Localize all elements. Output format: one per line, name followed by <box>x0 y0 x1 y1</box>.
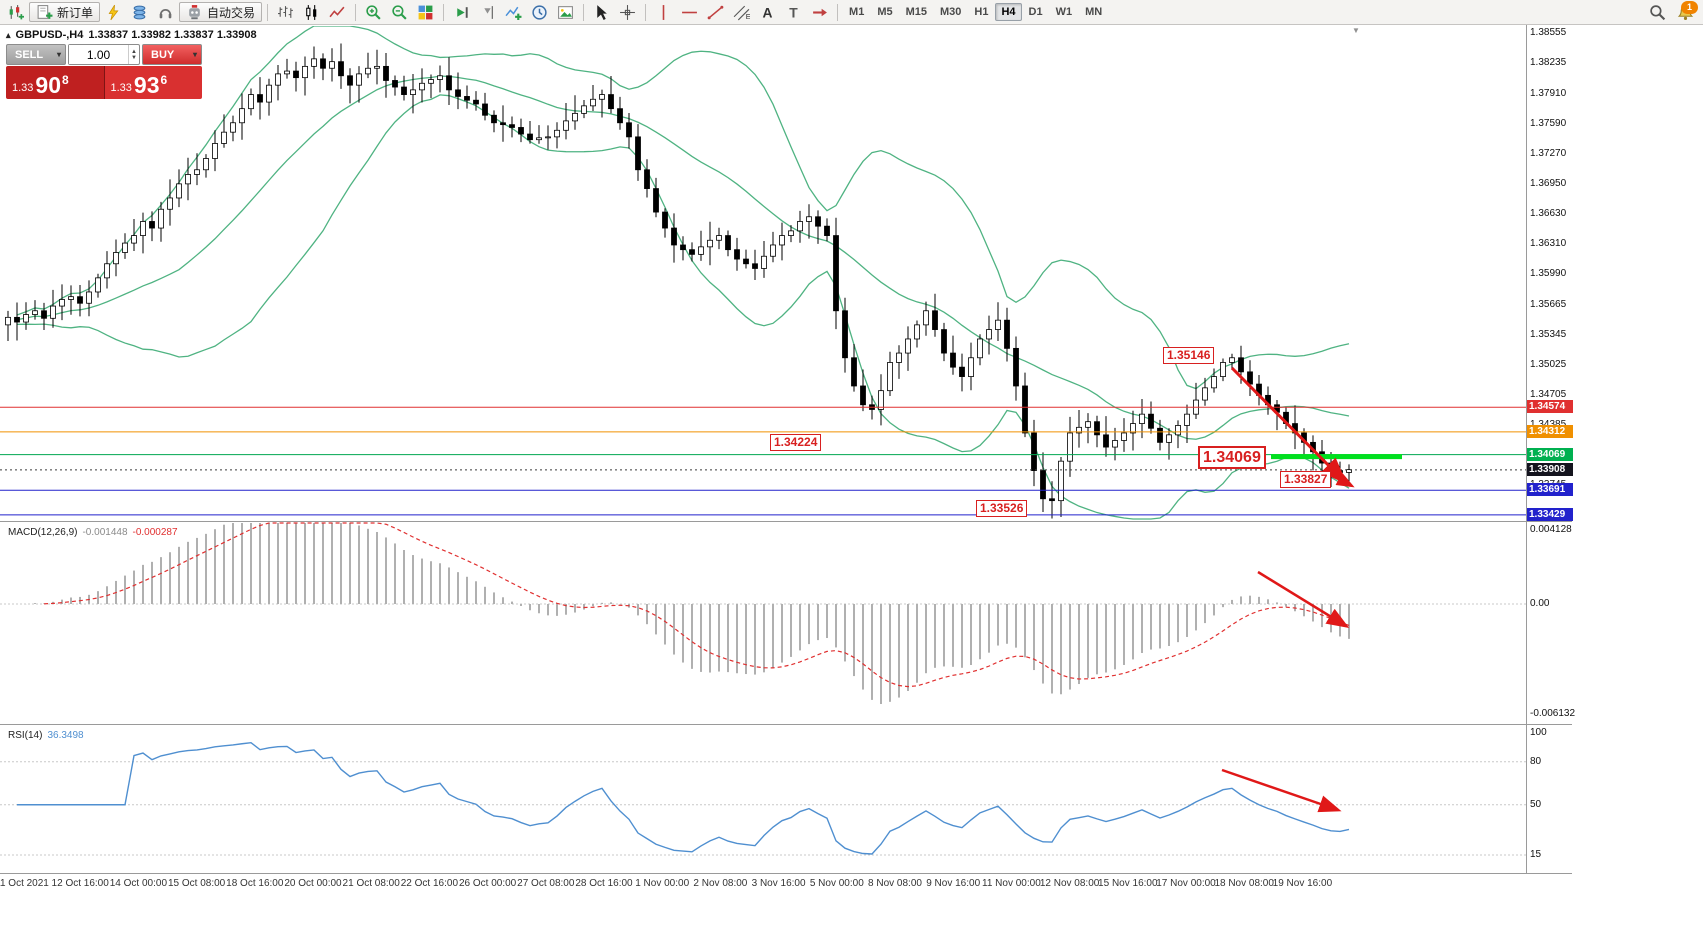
candlestick-chart-icon[interactable] <box>299 1 324 24</box>
horizontal-line-icon[interactable] <box>677 1 702 24</box>
toolbar-left-group: 新订单 自动交易 <box>3 1 842 24</box>
sell-dropdown-icon[interactable]: ▾ <box>56 50 61 59</box>
candles <box>5 43 1352 519</box>
trend-arrow-macd[interactable] <box>1257 570 1350 628</box>
toolbar-separator <box>645 3 647 21</box>
arrows-tool-icon[interactable] <box>807 1 832 24</box>
trend-arrow-main[interactable] <box>1327 472 1355 488</box>
buy-button[interactable]: BUY ▾ <box>142 44 202 65</box>
zoom-in-icon[interactable] <box>361 1 386 24</box>
one-click-trading-panel: SELL ▾ ▲▼ BUY ▾ 1.33 90 8 1.33 93 6 <box>6 44 202 99</box>
chart-canvas[interactable] <box>0 0 1572 946</box>
ohlc-values: 1.33837 1.33982 1.33837 1.33908 <box>88 29 257 41</box>
buy-price-prefix: 1.33 <box>110 82 132 94</box>
periods-icon[interactable] <box>527 1 552 24</box>
autotrading-button[interactable]: 自动交易 <box>179 2 263 22</box>
macd-signal-line <box>43 522 1350 688</box>
trend-arrow-main[interactable] <box>1230 366 1348 485</box>
bolt-icon[interactable] <box>101 1 126 24</box>
line-chart-icon[interactable] <box>325 1 350 24</box>
volume-input[interactable] <box>69 45 129 64</box>
timeframe-m30[interactable]: M30 <box>940 6 962 18</box>
support-icon[interactable] <box>153 1 178 24</box>
bollinger-upper-band <box>16 26 1350 390</box>
pane-separator-macd-rsi[interactable] <box>0 724 1572 725</box>
chart-shift-icon[interactable] <box>475 1 500 24</box>
macd-main-value: -0.001448 <box>82 527 128 538</box>
text-label-icon[interactable] <box>781 1 806 24</box>
pane-separator-main-macd[interactable] <box>0 521 1572 522</box>
sell-price[interactable]: 1.33 90 8 <box>6 66 105 99</box>
text-tool-icon[interactable] <box>755 1 780 24</box>
toolbar-separator <box>837 3 839 21</box>
pane-separator-bottom <box>0 873 1572 874</box>
chart-shift-marker[interactable]: ▼ <box>1352 26 1360 35</box>
rsi-value: 36.3498 <box>47 730 84 741</box>
cursor-icon[interactable] <box>589 1 614 24</box>
rsi-name: RSI(14) <box>8 730 43 741</box>
rsi-line <box>17 742 1350 855</box>
macd-indicator-label: MACD(12,26,9) -0.001448 -0.000287 <box>8 527 178 538</box>
sell-price-prefix: 1.33 <box>12 82 34 94</box>
equidistant-channel-icon[interactable] <box>729 1 754 24</box>
trend-arrow-rsi[interactable] <box>1221 768 1342 813</box>
timeframe-group: M1 M5 M15 M30 H1 H4 D1 W1 MN <box>843 3 1108 21</box>
templates-icon[interactable] <box>553 1 578 24</box>
trendline-icon[interactable] <box>703 1 728 24</box>
macd-pane <box>0 522 1526 705</box>
toolbar: 新订单 自动交易 M1 M5 M15 M30 H1 H4 D1 W1 MN 1 <box>0 0 1703 25</box>
buy-dropdown-icon[interactable]: ▾ <box>192 50 197 59</box>
sell-price-sup: 8 <box>62 73 69 87</box>
vertical-line-icon[interactable] <box>651 1 676 24</box>
sell-button-label: SELL <box>15 48 44 61</box>
toolbar-separator <box>355 3 357 21</box>
new-order-button[interactable]: 新订单 <box>29 2 101 22</box>
toolbar-separator <box>443 3 445 21</box>
symbol-name: GBPUSD-,H4 <box>15 29 84 41</box>
buy-price-big: 93 <box>133 72 160 98</box>
search-icon[interactable] <box>1645 1 1670 24</box>
rsi-indicator-label: RSI(14) 36.3498 <box>8 730 84 741</box>
crosshair-icon[interactable] <box>615 1 640 24</box>
timeframe-m1[interactable]: M1 <box>849 6 865 18</box>
toolbar-separator <box>267 3 269 21</box>
price-axis-border[interactable] <box>1526 25 1527 874</box>
toolbar-right-group: 1 <box>1645 0 1700 24</box>
timeframe-h4[interactable]: H4 <box>995 3 1022 21</box>
one-click-toggle-icon[interactable]: ▴ <box>6 29 11 40</box>
auto-scroll-icon[interactable] <box>449 1 474 24</box>
buy-button-label: BUY <box>151 48 175 61</box>
new-chart-icon[interactable] <box>3 1 28 24</box>
macd-name: MACD(12,26,9) <box>8 527 78 538</box>
bollinger-middle-band <box>16 75 1350 440</box>
timeframe-m5[interactable]: M5 <box>877 6 893 18</box>
volume-spinner[interactable]: ▲ ▼ <box>128 45 139 64</box>
alerts-icon[interactable]: 1 <box>1674 0 1698 23</box>
main-pane <box>5 26 1352 520</box>
buy-price[interactable]: 1.33 93 6 <box>104 66 202 99</box>
timeframe-mn[interactable]: MN <box>1085 6 1103 18</box>
tile-windows-icon[interactable] <box>413 1 438 24</box>
timeframe-m15[interactable]: M15 <box>905 6 927 18</box>
chart-ohlc-header: ▴ GBPUSD-,H4 1.33837 1.33982 1.33837 1.3… <box>6 29 257 41</box>
zoom-out-icon[interactable] <box>387 1 412 24</box>
timeframe-h1[interactable]: H1 <box>974 6 989 18</box>
indicators-icon[interactable] <box>501 1 526 24</box>
buy-price-sup: 6 <box>160 73 168 87</box>
market-watch-icon[interactable] <box>127 1 152 24</box>
notification-badge: 1 <box>1681 0 1698 14</box>
toolbar-separator <box>583 3 585 21</box>
bar-chart-icon[interactable] <box>273 1 298 24</box>
macd-signal-value: -0.000287 <box>132 527 178 538</box>
macd-histogram <box>25 523 1350 705</box>
sell-price-big: 90 <box>35 72 62 98</box>
sell-button[interactable]: SELL ▾ <box>6 44 66 65</box>
volume-field: ▲▼ <box>68 44 140 65</box>
rsi-pane <box>0 742 1526 856</box>
timeframe-d1[interactable]: D1 <box>1028 6 1043 18</box>
timeframe-w1[interactable]: W1 <box>1055 6 1073 18</box>
